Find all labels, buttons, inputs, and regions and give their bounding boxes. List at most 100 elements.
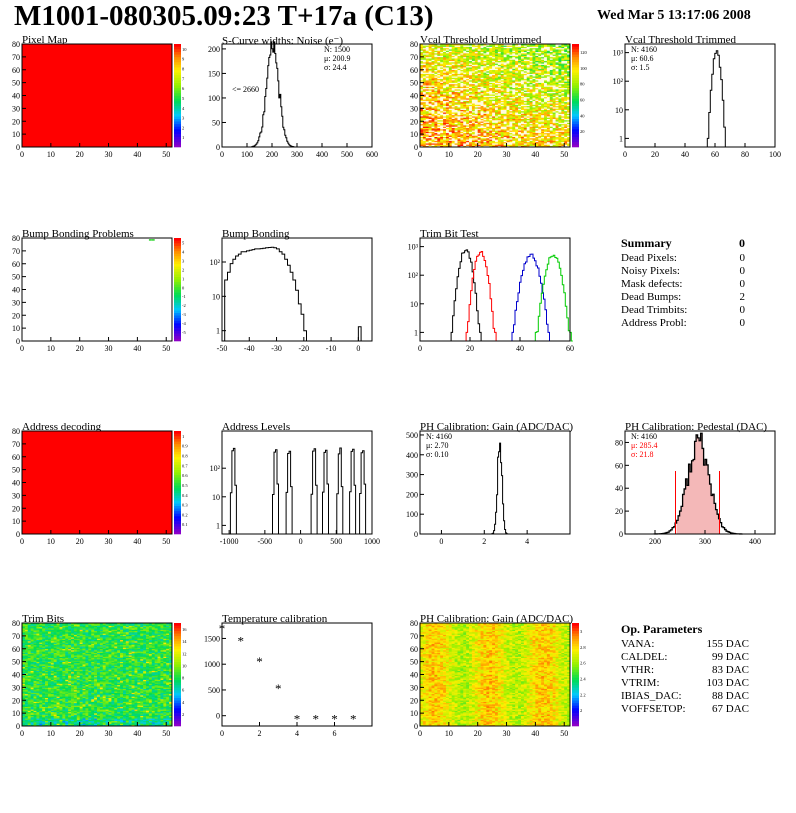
colorbar-tick-label: -4 [182, 321, 186, 326]
x-tick-label: 200 [649, 537, 661, 546]
x-tick-label: 0 [418, 729, 422, 738]
scatter-point: * [313, 711, 320, 726]
stats-line: N: 1500 [324, 45, 350, 54]
summary-row: Dead Pixels:0 [621, 252, 749, 265]
colorbar-tick-label: 14 [182, 639, 187, 644]
x-tick-label: 0 [20, 537, 24, 546]
y-tick-label: 30 [12, 683, 20, 692]
y-tick-label: 100 [406, 510, 418, 519]
stats-line: μ: 200.9 [324, 54, 351, 63]
y-tick-label: 20 [410, 696, 418, 705]
x-tick-label: 50 [162, 537, 170, 546]
stats-line: N: 4160 [631, 45, 657, 54]
y-tick-label: 60 [12, 453, 20, 462]
heatmap-cell [149, 239, 152, 240]
x-tick-label: 50 [162, 729, 170, 738]
x-tick-label: 40 [133, 150, 141, 159]
x-tick-label: 40 [133, 537, 141, 546]
x-tick-label: 4 [295, 729, 299, 738]
colorbar-tick-label: 0.4 [182, 493, 188, 498]
x-tick-label: 0 [220, 729, 224, 738]
y-tick-label: 10 [12, 709, 20, 718]
x-tick-label: -30 [271, 344, 282, 353]
colorbar-tick-label: 6 [182, 86, 185, 91]
op-param-label: VANA: [621, 638, 654, 650]
histogram-peak-line [229, 448, 238, 534]
y-tick-label: 1 [414, 328, 418, 337]
histogram-line [245, 42, 300, 147]
y-tick-label: 40 [12, 671, 20, 680]
y-tick-label: 30 [410, 683, 418, 692]
y-tick-label: 70 [410, 53, 418, 62]
y-tick-label: 0 [16, 143, 20, 152]
y-tick-label: 10 [12, 517, 20, 526]
y-tick-label: 40 [410, 671, 418, 680]
summary-row: Dead Bumps:2 [621, 291, 749, 304]
y-tick-label: 1 [216, 327, 220, 336]
x-tick-label: 40 [681, 150, 689, 159]
y-tick-label: 0 [216, 143, 220, 152]
y-tick-label: 200 [406, 490, 418, 499]
x-tick-label: 0 [220, 150, 224, 159]
colorbar-tick-label: 7 [182, 76, 185, 81]
y-tick-label: 40 [410, 92, 418, 101]
op-param-value: 99 DAC [712, 651, 749, 663]
colorbar-tick-label: 2.4 [580, 676, 586, 681]
x-tick-label: 10 [445, 150, 453, 159]
y-tick-label: 10 [212, 493, 220, 502]
y-tick-label: 10 [615, 106, 623, 115]
x-tick-label: 20 [474, 729, 482, 738]
y-tick-label: 80 [12, 40, 20, 49]
y-tick-label: 10 [410, 130, 418, 139]
y-tick-label: 10 [410, 709, 418, 718]
histogram-peak-line [358, 451, 367, 534]
op-param-label: IBIAS_DAC: [621, 690, 682, 702]
y-tick-label: 10² [210, 258, 221, 267]
x-tick-label: 20 [474, 150, 482, 159]
y-tick-label: 60 [12, 66, 20, 75]
y-tick-label: 50 [12, 79, 20, 88]
colorbar-tick-label: 5 [182, 96, 185, 101]
colorbar-tick-label: 100 [580, 66, 588, 71]
x-tick-label: -40 [244, 344, 255, 353]
y-tick-label: 70 [12, 440, 20, 449]
y-tick-label: 70 [12, 247, 20, 256]
x-tick-label: 40 [531, 150, 539, 159]
colorbar-tick-label: 0.6 [182, 473, 188, 478]
y-tick-label: 80 [615, 438, 623, 447]
x-tick-label: 30 [503, 150, 511, 159]
colorbar-tick-label: 3 [182, 116, 185, 121]
overflow-annotation: <= 2660 [232, 85, 259, 94]
stats-line: σ: 21.8 [631, 450, 654, 459]
y-tick-label: 40 [12, 479, 20, 488]
colorbar-tick-label: 4 [182, 700, 185, 705]
scatter-point: * [256, 654, 263, 669]
op-param-value: 88 DAC [712, 690, 749, 702]
y-tick-label: 80 [410, 40, 418, 49]
y-tick-label: 80 [12, 234, 20, 243]
y-tick-label: 10 [12, 130, 20, 139]
y-tick-label: 20 [410, 117, 418, 126]
op-param-row: IBIAS_DAC: 88 DAC [621, 690, 753, 703]
op-param-value: 83 DAC [712, 664, 749, 676]
y-tick-label: 0 [414, 143, 418, 152]
op-param-row: CALDEL:99 DAC [621, 651, 753, 664]
y-tick-label: 30 [12, 104, 20, 113]
x-tick-label: 10 [47, 537, 55, 546]
y-tick-label: 20 [12, 696, 20, 705]
colorbar-tick-label: 12 [182, 651, 187, 656]
colorbar-tick-label: -5 [182, 330, 186, 335]
x-tick-label: 6 [333, 729, 337, 738]
y-tick-label: 30 [410, 104, 418, 113]
y-tick-label: 50 [12, 658, 20, 667]
heatmap-cell [152, 239, 155, 240]
